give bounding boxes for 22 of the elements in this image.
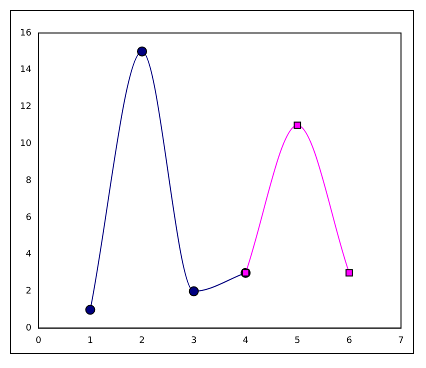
- x-tick-label: 7: [398, 336, 404, 346]
- y-tick-label: 16: [20, 28, 32, 38]
- x-tick-label: 2: [139, 336, 145, 346]
- x-tick-label: 0: [36, 336, 42, 346]
- point: [294, 122, 302, 129]
- x-tick-label: 5: [294, 336, 300, 346]
- y-tick-label: 4: [26, 250, 32, 260]
- x-tick-label: 6: [346, 336, 352, 346]
- y-tick-label: 6: [26, 212, 32, 223]
- y-tick-label: 12: [20, 102, 32, 112]
- point: [188, 286, 199, 296]
- point: [137, 46, 148, 56]
- y-tick-label: 10: [20, 139, 32, 150]
- point: [346, 269, 353, 277]
- y-tick-label: 14: [20, 65, 32, 76]
- y-tick-label: 8: [26, 176, 32, 186]
- x-tick-label: 4: [242, 336, 249, 346]
- y-tick-label: 2: [26, 286, 32, 297]
- x-tick-label: 3: [190, 336, 197, 346]
- y-tick-label: 0: [26, 324, 32, 334]
- point: [85, 304, 96, 315]
- x-tick-label: 1: [87, 336, 94, 346]
